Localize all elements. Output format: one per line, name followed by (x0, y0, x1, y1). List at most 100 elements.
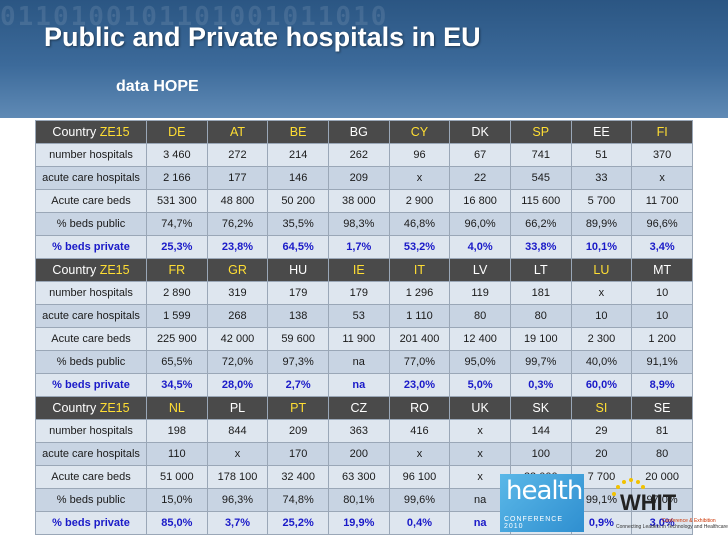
binary-pattern-decoration: 0110100101101001011010 (0, 2, 389, 32)
table-cell: 209 (327, 166, 390, 190)
table-cell: 10,1% (570, 235, 633, 259)
table-cell: 74,7% (146, 212, 208, 236)
table-cell: 80 (449, 304, 511, 328)
table-cell: 28,0% (206, 373, 269, 397)
table-cell: 272 (206, 143, 269, 167)
table-cell: x (570, 281, 633, 305)
table-cell: 268 (206, 304, 269, 328)
table-cell: 3,0% (631, 511, 693, 535)
table-cell: 545 (509, 166, 572, 190)
table-cell: 51 000 (146, 465, 208, 489)
table-cell: 7 700 (570, 465, 633, 489)
whit-logo: WHIT Conference & Exhibition Connecting … (608, 474, 728, 534)
table-cell: 416 (388, 419, 451, 443)
table-cell: 262 (327, 143, 390, 167)
row-label: % beds public (35, 350, 147, 374)
slide-title: Public and Private hospitals in EU (44, 22, 481, 52)
row-label: % beds public (35, 212, 147, 236)
table-cell: x (206, 442, 269, 466)
table-cell: 89,9% (570, 212, 633, 236)
table-row: % beds private 34,5% 28,0% 2,7% na 23,0% 5,0% 0… (35, 373, 693, 397)
table-cell: 370 (631, 143, 693, 167)
table-cell: 97,0% (631, 488, 693, 512)
country-code: LV (449, 258, 511, 282)
country-label: Country (52, 401, 97, 415)
country-code: CY (388, 120, 451, 144)
row-label: Acute care beds (35, 465, 147, 489)
table-cell: 95,0% (449, 350, 511, 374)
whit-logo-subtext-1: Conference & Exhibition (662, 518, 716, 524)
table-cell: 40,0% (570, 350, 633, 374)
stars-icon (612, 478, 645, 496)
table-cell: 96 (388, 143, 451, 167)
row-label: Acute care beds (35, 327, 147, 351)
table-row: number hospitals 198 844 209 363 416 x 144 29 81 (35, 419, 693, 443)
table-cell: 2 300 (570, 327, 633, 351)
table-cell: 67 (449, 143, 511, 167)
table-row: % beds public 74,7% 76,2% 35,5% 98,3% 46,8% 96… (35, 212, 693, 236)
health-logo-subtext: CONFERENCE 2010 (504, 516, 564, 530)
table-cell: 64,5% (267, 235, 329, 259)
table-cell: 96 100 (388, 465, 451, 489)
table-cell: 10 (570, 304, 633, 328)
table-cell: 2 890 (146, 281, 208, 305)
country-code: CZ (327, 396, 390, 420)
table-cell: 97,3% (267, 350, 329, 374)
table-cell: 33 (570, 166, 633, 190)
country-code: MT (631, 258, 693, 282)
table-cell: 53,2% (388, 235, 451, 259)
country-header-row: Country ZE15 NL PL PT CZ RO UK SK SI SE (35, 396, 693, 420)
table-cell: 85,0% (146, 511, 208, 535)
country-code: FI (631, 120, 693, 144)
table-row: Acute care beds 531 300 48 800 50 200 38 000… (35, 189, 693, 213)
table-cell: 25,2% (267, 511, 329, 535)
table-cell: 80 (509, 304, 572, 328)
table-cell: 12 400 (449, 327, 511, 351)
ze15-label: ZE15 (99, 263, 130, 277)
table-cell: 48 800 (206, 189, 269, 213)
table-cell: 214 (267, 143, 329, 167)
table-cell: 110 (146, 442, 208, 466)
table-cell: 80,1% (327, 488, 390, 512)
country-code: BE (267, 120, 329, 144)
table-cell: 35,5% (267, 212, 329, 236)
table-cell: 225 900 (146, 327, 208, 351)
country-code: PT (267, 396, 329, 420)
table-cell: 33,8% (509, 235, 572, 259)
table-cell: 4,0% (449, 235, 511, 259)
table-row: acute care hospitals 110 x 170 200 x x 100 20 80 (35, 442, 693, 466)
table-cell: 1 296 (388, 281, 451, 305)
table-cell: 201 400 (388, 327, 451, 351)
country-code: NL (146, 396, 208, 420)
country-code: AT (206, 120, 269, 144)
health-logo-text: health (506, 476, 583, 506)
table-cell: x (388, 442, 451, 466)
table-cell: 181 (509, 281, 572, 305)
slide-header: 0110100101101001011010 Public and Privat… (0, 0, 728, 118)
table-cell: 34,5% (146, 373, 208, 397)
table-cell: 50 200 (267, 189, 329, 213)
country-code: HU (267, 258, 329, 282)
country-code: PL (206, 396, 269, 420)
table-cell: 32 400 (267, 465, 329, 489)
row-label: acute care hospitals (35, 442, 147, 466)
table-cell: 74,8% (267, 488, 329, 512)
table-row: Acute care beds 225 900 42 000 59 600 11 900… (35, 327, 693, 351)
table-cell: 741 (509, 143, 572, 167)
table-cell: 11 700 (631, 189, 693, 213)
slide-subtitle: data HOPE (116, 78, 199, 95)
table-cell: 72,0% (206, 350, 269, 374)
table-cell: 76,2% (206, 212, 269, 236)
table-cell: 10 (631, 304, 693, 328)
table-cell: 20 000 (631, 465, 693, 489)
country-code: LU (570, 258, 633, 282)
table-cell: 19,9% (327, 511, 390, 535)
table-cell: x (449, 419, 511, 443)
table-cell: 119 (449, 281, 511, 305)
table-cell: 53 (327, 304, 390, 328)
table-cell: na (327, 373, 390, 397)
table-cell: 146 (267, 166, 329, 190)
table-cell: 531 300 (146, 189, 208, 213)
table-cell: 200 (327, 442, 390, 466)
country-header-label: Country ZE15 (35, 258, 147, 282)
